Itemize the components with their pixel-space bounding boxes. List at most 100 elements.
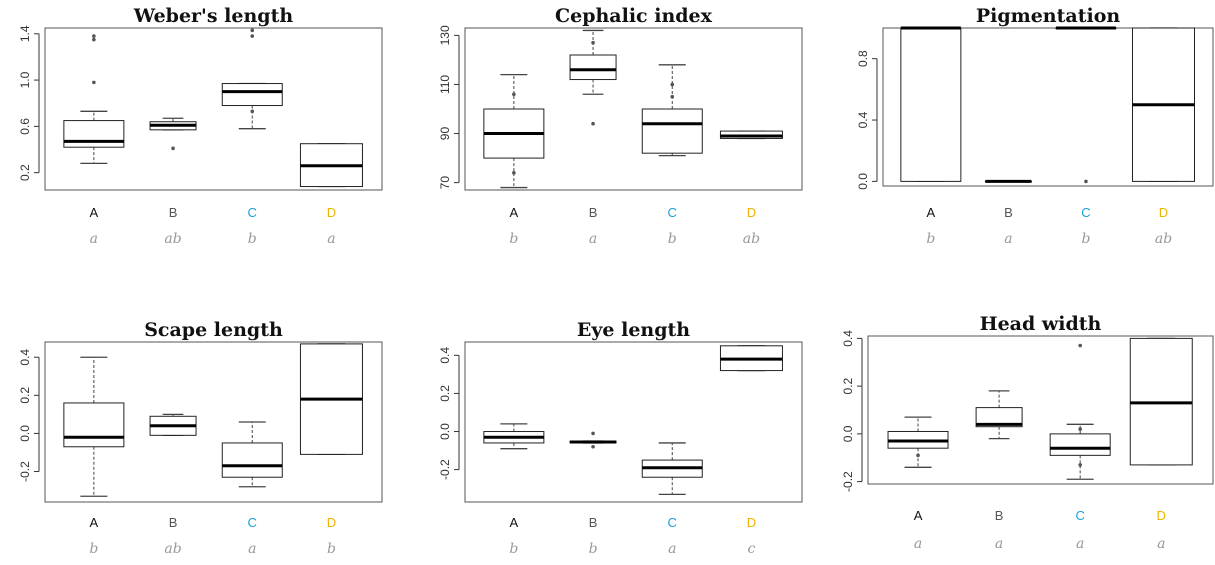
outlier-point: [512, 171, 516, 175]
box-C: [1049, 343, 1111, 480]
significance-letter: b: [248, 231, 257, 247]
significance-letter: b: [509, 231, 518, 247]
y-tick-label: 0.2: [841, 377, 855, 394]
significance-letter: b: [668, 231, 677, 247]
significance-letter: a: [327, 231, 335, 247]
category-label: D: [327, 205, 336, 220]
outlier-point: [1084, 179, 1088, 184]
y-tick-label: 0.0: [856, 173, 870, 190]
box-C: [641, 64, 703, 157]
category-label: A: [510, 515, 519, 530]
y-tick-label: 0.4: [18, 349, 32, 366]
box-C: [641, 442, 703, 496]
category-label: B: [589, 515, 598, 530]
box-C: [221, 421, 283, 488]
significance-letter: c: [748, 541, 756, 557]
iqr-box: [975, 407, 1023, 428]
box-D: [299, 343, 363, 456]
chart-panel-3: Pigmentation 0.0 0.4 0.8 Ab Ba Cb Dab: [856, 5, 1214, 247]
outlier-point: [250, 109, 255, 114]
significance-letter: b: [89, 541, 98, 557]
chart-title: Eye length: [577, 319, 690, 341]
y-tick-label: 0.2: [18, 164, 32, 181]
box-A: [483, 423, 545, 450]
y-tick-label: 1.4: [18, 25, 32, 42]
outlier-point: [670, 82, 675, 87]
category-label: B: [1004, 205, 1013, 220]
significance-letter: ab: [743, 231, 760, 247]
box-D: [1132, 27, 1195, 183]
iqr-box: [1049, 433, 1111, 456]
box-B: [149, 117, 197, 151]
iqr-box: [641, 108, 703, 154]
outlier-point: [916, 453, 920, 458]
box-A: [63, 356, 125, 497]
category-label: D: [327, 515, 336, 530]
y-tick-label: 0.0: [841, 425, 855, 442]
outlier-point: [591, 431, 595, 436]
box-B: [975, 390, 1023, 440]
significance-letter: ab: [164, 231, 181, 247]
significance-letter: a: [668, 541, 676, 557]
chart-title: Cephalic index: [555, 5, 713, 27]
category-label: C: [248, 515, 257, 530]
category-label: C: [668, 515, 677, 530]
outlier-point: [1078, 463, 1082, 467]
box-A: [483, 73, 545, 189]
plot-frame: [44, 341, 383, 503]
category-label: A: [927, 205, 936, 220]
significance-letter: a: [995, 536, 1003, 552]
category-label: B: [169, 205, 178, 220]
category-label: B: [995, 508, 1004, 523]
outlier-point: [512, 92, 516, 97]
chart-title: Scape length: [144, 319, 283, 341]
y-tick-label: 0.6: [18, 118, 32, 135]
y-tick-label: -0.2: [438, 459, 452, 480]
significance-letter: ab: [1155, 231, 1172, 247]
outlier-point: [92, 80, 96, 85]
box-D: [719, 345, 783, 372]
category-label: A: [90, 205, 99, 220]
significance-letter: b: [926, 231, 935, 247]
y-tick-label: 0.4: [856, 111, 870, 128]
significance-letter: b: [509, 541, 518, 557]
box-A: [900, 26, 962, 183]
y-tick-label: 110: [438, 75, 452, 94]
y-tick-label: 0.2: [438, 385, 452, 402]
category-label: A: [510, 205, 519, 220]
significance-letter: ab: [164, 541, 181, 557]
significance-letter: a: [589, 231, 597, 247]
category-label: C: [248, 205, 257, 220]
iqr-box: [900, 27, 962, 182]
chart-panel-2: Cephalic index 70 90 110 130 Ab Ba Cb Dab: [438, 5, 803, 247]
iqr-box: [63, 402, 125, 448]
y-tick-label: 0.4: [438, 347, 452, 364]
box-D: [1129, 337, 1193, 466]
box-D: [299, 143, 363, 188]
chart-panel-4: Scape length -0.2 0.0 0.2 0.4 Ab Bab Ca Db: [18, 319, 383, 557]
category-label: A: [914, 508, 923, 523]
outlier-point: [92, 34, 96, 38]
category-label: B: [169, 515, 178, 530]
outlier-point: [591, 121, 595, 126]
significance-letter: a: [90, 231, 98, 247]
iqr-box: [221, 83, 283, 107]
chart-title: Head width: [980, 313, 1102, 335]
box-B: [149, 413, 197, 436]
significance-letter: b: [589, 541, 598, 557]
plot-frame: [464, 27, 803, 191]
box-A: [887, 416, 949, 468]
y-tick-label: 0.8: [856, 50, 870, 67]
y-tick-label: 0.0: [438, 423, 452, 440]
chart-title: Pigmentation: [976, 5, 1121, 27]
category-label: C: [1081, 205, 1090, 220]
significance-letter: b: [1081, 231, 1090, 247]
box-C: [221, 28, 283, 130]
box-B: [569, 29, 617, 126]
outlier-point: [591, 40, 595, 45]
significance-letter: b: [327, 541, 336, 557]
outlier-point: [670, 94, 675, 99]
category-label: C: [1075, 508, 1084, 523]
y-tick-label: 0.4: [841, 330, 855, 347]
iqr-box: [221, 442, 283, 478]
